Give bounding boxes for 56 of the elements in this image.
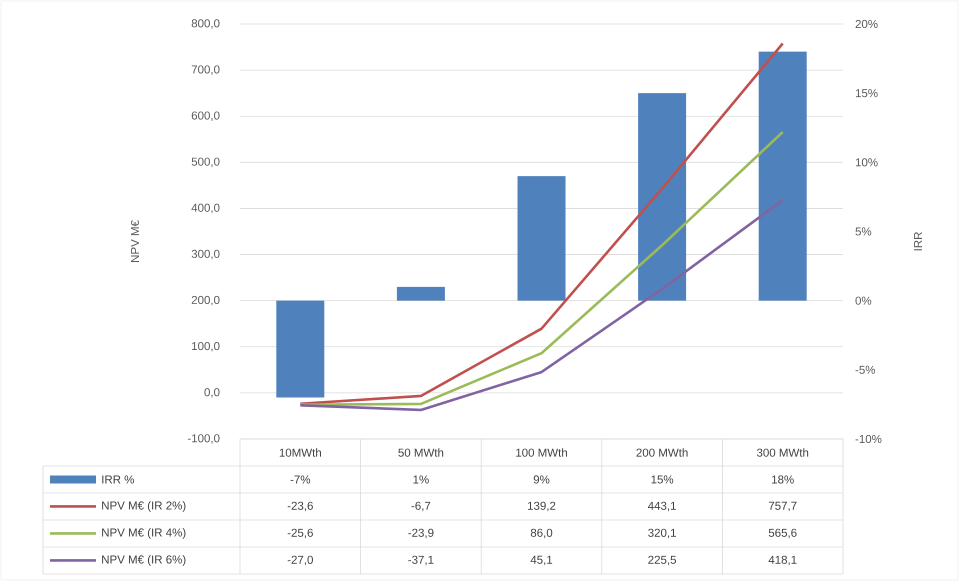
legend-label: NPV M€ (IR 4%) bbox=[102, 528, 186, 539]
line-series bbox=[299, 130, 784, 406]
y-tick-label: 800,0 bbox=[192, 19, 220, 29]
y-tick-label: 300,0 bbox=[192, 250, 220, 260]
legend-label: IRR % bbox=[102, 475, 134, 484]
y-axis-title: NPV M€ bbox=[130, 220, 140, 262]
bar bbox=[518, 176, 566, 301]
data-label: -25,6 bbox=[288, 528, 313, 538]
y2-tick-label: -10% bbox=[856, 434, 882, 444]
data-label: 9% bbox=[534, 475, 550, 484]
data-label: 418,1 bbox=[768, 556, 797, 566]
y-tick-label: 0,0 bbox=[204, 388, 220, 398]
data-label: 757,7 bbox=[768, 502, 797, 512]
data-label: 86,0 bbox=[530, 528, 552, 538]
x-tick-label: 50 MWth bbox=[398, 448, 444, 457]
data-label: 443,1 bbox=[648, 502, 676, 512]
y2-tick-label: -5% bbox=[856, 366, 876, 374]
y2-tick-label: 15% bbox=[856, 89, 878, 98]
y-tick-label: 200,0 bbox=[192, 296, 220, 306]
y2-axis-title: IRR bbox=[914, 232, 922, 250]
y-tick-label: 100,0 bbox=[192, 342, 220, 352]
y-tick-label: 500,0 bbox=[192, 158, 220, 168]
data-label: -23,9 bbox=[408, 528, 434, 538]
data-label: 1% bbox=[413, 475, 429, 484]
data-label: 18% bbox=[772, 475, 794, 484]
data-label: -23,6 bbox=[288, 502, 313, 512]
data-label: -37,1 bbox=[408, 556, 434, 566]
data-label: 225,5 bbox=[648, 556, 676, 566]
legend-label: NPV M€ (IR 2%) bbox=[102, 501, 186, 512]
bar bbox=[638, 93, 686, 301]
y2-tick-label: 20% bbox=[856, 20, 878, 28]
x-tick-label: 100 MWth bbox=[516, 448, 567, 457]
bar bbox=[276, 300, 324, 398]
data-label: -7% bbox=[290, 475, 310, 484]
y2-tick-label: 5% bbox=[855, 227, 872, 236]
data-label: -6,7 bbox=[412, 502, 430, 512]
x-tick-label: 10MWth bbox=[280, 448, 321, 457]
y-tick-label: 700,0 bbox=[192, 65, 220, 75]
y2-tick-label: 0% bbox=[855, 296, 872, 305]
y-tick-label: -100,0 bbox=[188, 434, 220, 444]
data-label: 45,1 bbox=[530, 556, 552, 566]
data-label: 565,6 bbox=[768, 528, 797, 538]
data-label: 320,1 bbox=[648, 528, 676, 538]
line-series bbox=[299, 42, 784, 406]
data-label: 15% bbox=[651, 475, 674, 484]
line-series bbox=[299, 198, 784, 412]
y2-tick-label: 10% bbox=[856, 158, 878, 166]
data-label: 139,2 bbox=[528, 502, 556, 512]
data-label: -27,0 bbox=[288, 556, 313, 566]
y-tick-label: 600,0 bbox=[192, 111, 220, 121]
x-tick-label: 300 MWth bbox=[756, 448, 808, 457]
y-tick-label: 400,0 bbox=[191, 204, 220, 214]
bar bbox=[396, 286, 445, 301]
legend-label: NPV M€ (IR 6%) bbox=[102, 555, 186, 566]
x-tick-label: 200 MWth bbox=[636, 448, 688, 457]
bar bbox=[758, 52, 807, 301]
